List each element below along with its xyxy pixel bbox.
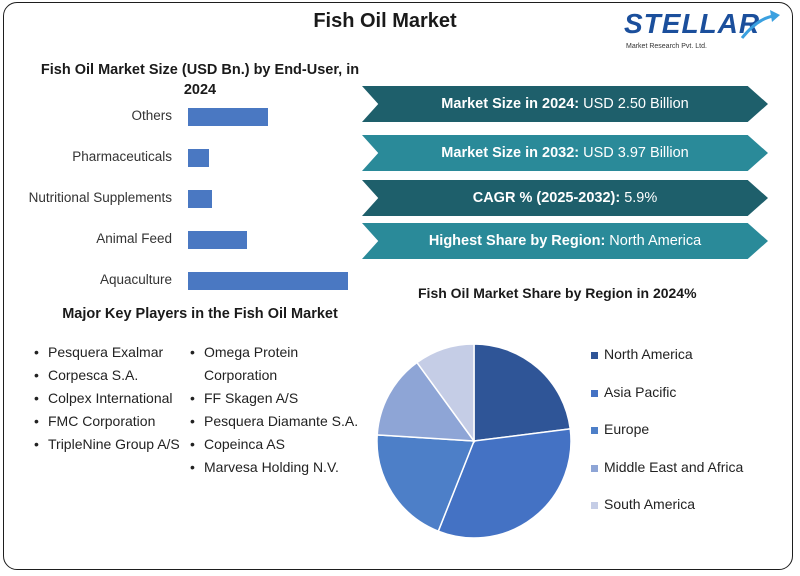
stat-cagr: CAGR % (2025-2032): 5.9% <box>362 180 768 216</box>
stat-label: Highest Share by Region: <box>428 233 606 249</box>
stat-value: USD 3.97 Billion <box>583 145 689 161</box>
player-item: Marvesa Holding N.V. <box>190 456 372 479</box>
bar-category-label: Others <box>131 108 172 123</box>
logo-arrow-icon <box>740 10 780 39</box>
pie-slice <box>415 343 475 444</box>
stat-value: North America <box>609 233 702 249</box>
pie-slice <box>473 343 572 442</box>
player-item: FF Skagen A/S <box>190 387 372 410</box>
legend-label: Middle East and Africa <box>604 458 744 475</box>
bar-category-label: Pharmaceuticals <box>72 149 172 164</box>
legend-item: Asia Pacific <box>591 384 743 422</box>
legend-label: North America <box>604 346 693 362</box>
player-item: Corpesca S.A. <box>34 364 184 387</box>
bar-category-label: Animal Feed <box>96 231 172 246</box>
bar-category-label: Nutritional Supplements <box>28 190 172 205</box>
legend-item: Middle East and Africa <box>591 459 743 497</box>
bar <box>188 108 268 126</box>
legend-swatch <box>591 464 598 472</box>
stat-market-size-2024: Market Size in 2024: USD 2.50 Billion <box>362 86 768 122</box>
stat-label: Market Size in 2032: <box>441 145 580 161</box>
legend-item: South America <box>591 496 743 534</box>
stat-value: USD 2.50 Billion <box>583 96 689 112</box>
player-item: FMC Corporation <box>34 410 184 433</box>
bar <box>188 149 209 167</box>
bar <box>188 272 348 290</box>
player-item: Copeinca AS <box>190 433 372 456</box>
pie-slice <box>376 434 476 533</box>
legend-item: North America <box>591 346 743 384</box>
bar <box>188 190 212 208</box>
stat-market-size-2032: Market Size in 2032: USD 3.97 Billion <box>362 135 768 171</box>
bar-category-label: Aquaculture <box>99 272 172 287</box>
page-title: Fish Oil Market <box>313 10 457 32</box>
logo-text: STELLAR <box>624 8 761 39</box>
key-players-list-1: Pesquera Exalmar Corpesca S.A. Colpex In… <box>34 341 184 456</box>
stellar-logo: STELLAR Market Research Pvt. Ltd. <box>622 6 782 56</box>
stat-highest-share-region: Highest Share by Region: North America <box>362 223 768 259</box>
legend-swatch <box>591 502 598 509</box>
legend-swatch <box>591 427 598 434</box>
pie-slice <box>376 361 476 442</box>
bar-chart-title: Fish Oil Market Size (USD Bn.) by End-Us… <box>40 62 360 98</box>
legend-label: Asia Pacific <box>604 383 677 400</box>
stat-label: Market Size in 2024: <box>441 96 580 112</box>
pie-slice <box>437 428 572 539</box>
legend-item: Europe <box>591 421 743 459</box>
player-item: Pesquera Exalmar <box>34 341 184 364</box>
player-item: Omega Protein Corporation <box>190 341 372 387</box>
legend-swatch <box>591 352 598 359</box>
logo-subtitle: Market Research Pvt. Ltd. <box>626 43 707 50</box>
pie-chart-title: Fish Oil Market Share by Region in 2024% <box>418 285 697 301</box>
player-item: Colpex International <box>34 387 184 410</box>
key-players-title: Major Key Players in the Fish Oil Market <box>62 306 338 322</box>
legend-swatch <box>591 389 598 397</box>
legend-label: South America <box>604 496 696 512</box>
stat-value: 5.9% <box>624 190 658 206</box>
bar <box>188 231 248 249</box>
player-item: TripleNine Group A/S <box>34 433 184 456</box>
key-players-list-2: Omega Protein Corporation FF Skagen A/S … <box>190 341 372 479</box>
pie-chart <box>376 343 572 539</box>
stat-label: CAGR % (2025-2032): <box>472 190 621 206</box>
legend-label: Europe <box>604 421 650 437</box>
player-item: Pesquera Diamante S.A. <box>190 410 372 433</box>
pie-legend: North America Asia Pacific Europe Middle Ea… <box>591 346 743 534</box>
